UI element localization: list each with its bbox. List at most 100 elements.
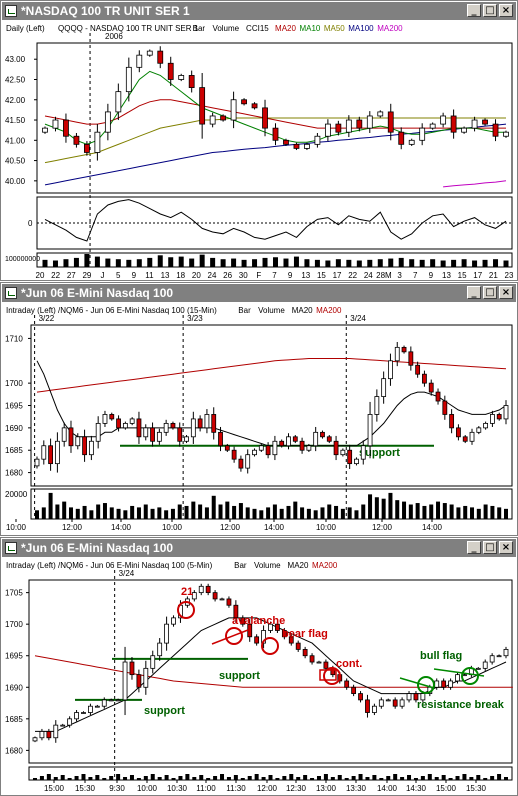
- window-titlebar[interactable]: *Jun 06 E-Mini Nasdaq 100 _ □ ×: [2, 284, 516, 302]
- volume-bar: [53, 777, 58, 780]
- candle-body: [320, 431, 325, 438]
- volume-bar: [126, 259, 132, 267]
- volume-bar: [232, 505, 237, 519]
- y-tick-label: 1685: [5, 715, 23, 724]
- candle-body: [323, 661, 329, 669]
- support-annotation: support: [219, 670, 260, 682]
- 15min-chart[interactable]: Intraday (Left)/NQM6 - Jun 06 E-Mini Nas…: [2, 303, 516, 535]
- volume-bar: [310, 778, 315, 780]
- volume-bar: [434, 777, 439, 780]
- candle-body: [224, 445, 230, 451]
- volume-bar: [320, 507, 325, 519]
- minimize-button[interactable]: _: [467, 541, 481, 554]
- legend-item: MA200: [377, 24, 403, 33]
- continuation-annotation: cont.: [336, 658, 362, 670]
- volume-bar: [268, 775, 273, 780]
- maximize-button[interactable]: □: [483, 4, 497, 17]
- candle-body: [73, 135, 80, 145]
- close-button[interactable]: ×: [499, 286, 513, 299]
- candle-body: [199, 87, 206, 125]
- volume-bar: [67, 778, 72, 780]
- volume-bar: [323, 774, 328, 780]
- candle-body: [358, 693, 363, 701]
- volume-bar: [150, 508, 155, 519]
- candle-body: [360, 445, 366, 460]
- close-button[interactable]: ×: [499, 541, 513, 554]
- candle-body: [171, 617, 176, 625]
- x-tick-label: 12:30: [286, 784, 307, 793]
- x-tick-label: 12:00: [372, 523, 393, 532]
- x-tick-label: 13: [301, 271, 310, 280]
- window-titlebar[interactable]: *Jun 06 E-Mini Nasdaq 100 _ □ ×: [2, 539, 516, 557]
- candle-body: [367, 414, 373, 447]
- candle-body: [88, 440, 94, 456]
- volume-bar: [213, 776, 218, 780]
- candle-body: [281, 630, 287, 638]
- volume-bar: [218, 504, 223, 519]
- volume-bar: [147, 257, 153, 267]
- volume-bar: [171, 778, 176, 780]
- volume-bar: [388, 492, 393, 519]
- candle-body: [340, 449, 346, 456]
- 5min-chart[interactable]: Intraday (Left)/NQM6 - Jun 06 E-Mini Nas…: [2, 558, 516, 795]
- minimize-button[interactable]: _: [467, 4, 481, 17]
- volume-bar: [262, 257, 268, 267]
- volume-bar: [451, 259, 457, 267]
- x-tick-label: 12:00: [220, 523, 241, 532]
- symbol-description: /NQM6 - Jun 06 E-Mini Nasdaq 100 (15-Min…: [58, 306, 217, 315]
- x-tick-label: 22: [51, 271, 60, 280]
- candle-body: [32, 737, 38, 742]
- x-tick-label: 9:30: [109, 784, 125, 793]
- volume-bar: [252, 508, 257, 519]
- maximize-button[interactable]: □: [483, 286, 497, 299]
- support-annotation-2: support: [144, 705, 185, 717]
- candle-body: [449, 414, 455, 429]
- volume-tick-label: 20000: [5, 490, 28, 499]
- candle-body: [356, 119, 363, 129]
- candle-body: [434, 680, 440, 688]
- volume-bar: [470, 507, 475, 519]
- candle-body: [156, 431, 162, 442]
- x-tick-label: 14:00: [377, 784, 398, 793]
- volume-bar: [73, 257, 79, 267]
- volume-bar: [408, 504, 413, 519]
- minimize-button[interactable]: _: [467, 286, 481, 299]
- volume-bar: [304, 259, 310, 267]
- candle-body: [231, 449, 237, 460]
- candle-body: [104, 111, 111, 133]
- volume-bar: [204, 507, 209, 519]
- candle-body: [286, 436, 291, 447]
- candle-body: [314, 135, 321, 145]
- volume-bar: [261, 777, 266, 780]
- volume-bar: [211, 495, 216, 519]
- bull-flag-circle-2: [461, 667, 479, 685]
- x-tick-label: 18: [176, 271, 185, 280]
- candle-body: [48, 445, 53, 465]
- ma50-line: [44, 117, 506, 164]
- volume-bar: [130, 505, 135, 519]
- volume-bar: [42, 259, 48, 267]
- y-tick-label: 1680: [5, 746, 23, 755]
- volume-bar: [456, 507, 461, 519]
- candle-body: [288, 636, 294, 644]
- x-tick-label: 14:30: [406, 784, 427, 793]
- year-marker: 2006: [105, 32, 123, 41]
- x-tick-label: 12:00: [257, 784, 278, 793]
- candle-body: [143, 667, 149, 688]
- x-tick-label: 3: [397, 271, 402, 280]
- volume-bar: [177, 504, 182, 519]
- candle-body: [309, 655, 315, 663]
- y-tick-label: 41.00: [5, 136, 26, 145]
- volume-bar: [273, 257, 278, 267]
- candle-body: [365, 699, 370, 713]
- maximize-button[interactable]: □: [483, 541, 497, 554]
- candle-body: [178, 75, 185, 80]
- close-button[interactable]: ×: [499, 4, 513, 17]
- 15min-chart-window: *Jun 06 E-Mini Nasdaq 100 _ □ × Intraday…: [0, 282, 518, 536]
- volume-bar: [374, 497, 379, 519]
- daily-chart[interactable]: Daily (Left) QQQQ - NASDAQ 100 TR UNIT SE…: [2, 21, 516, 280]
- candle-body: [440, 115, 447, 125]
- volume-bar: [123, 777, 128, 780]
- window-titlebar[interactable]: *NASDAQ 100 TR UNIT SER 1 _ □ ×: [2, 2, 516, 20]
- volume-bar: [199, 775, 204, 780]
